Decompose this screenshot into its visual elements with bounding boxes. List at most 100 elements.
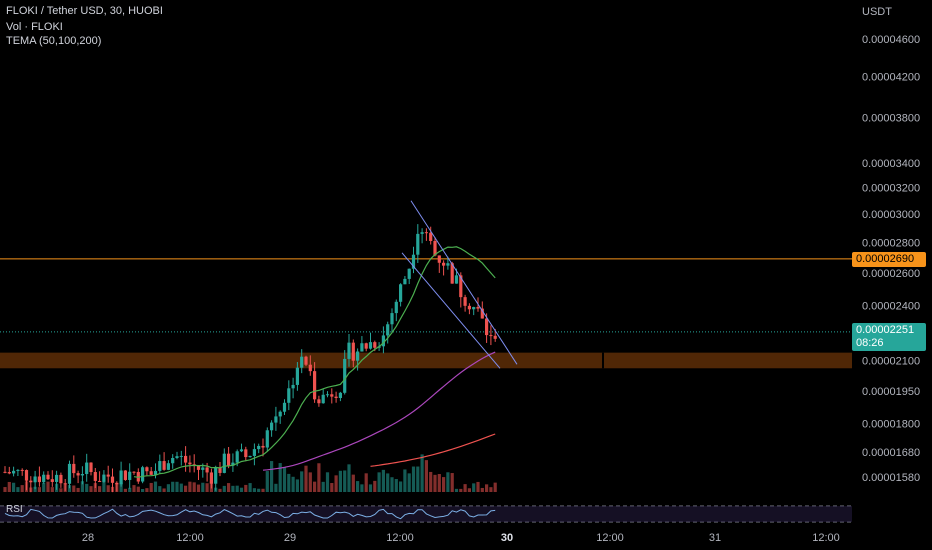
candle-body [480,308,484,319]
volume-bar [463,484,467,492]
price-axis-tick: 0.00004600 [862,34,920,46]
volume-bar [188,481,192,492]
candle-body [321,394,325,404]
volume-bar [270,461,274,492]
candle-body [171,457,175,464]
candle-body [3,471,7,473]
time-axis-tick: 29 [284,532,296,544]
volume-bar [360,484,364,492]
time-axis-tick: 12:00 [812,532,840,544]
candle-body [55,474,59,482]
volume-bar [304,465,308,492]
candle-body [317,399,321,404]
candle-body [257,445,261,450]
volume-bar [227,483,231,492]
volume-bar [446,472,450,492]
volume-bar [394,479,398,492]
volume-bar [489,487,493,492]
candle-body [16,469,20,471]
volume-bar [55,483,59,492]
volume-bar [291,476,295,492]
candle-body [489,335,493,337]
volume-bar [411,466,416,492]
price-axis-currency: USDT [862,6,892,18]
candle-body [244,449,248,458]
candle-body [330,394,334,397]
volume-bar [67,485,72,492]
candle-body [153,470,158,475]
candle-body [7,472,11,474]
alert-price-label[interactable]: 0.00002690 [852,252,926,267]
volume-bar [50,487,54,492]
volume-bar [166,484,170,492]
candle-body [102,474,106,482]
volume-bar [476,481,480,492]
channel-upper-line [410,200,518,365]
volume-bar [3,487,7,492]
volume-bar [42,482,46,492]
volume-bar [493,482,497,492]
candle-body [274,416,278,423]
volume-bar [300,471,304,492]
candle-body [429,232,433,241]
volume-bar [381,469,385,492]
volume-bar [63,483,67,492]
candle-body [442,262,446,266]
candle-body [67,463,72,484]
candle-body [338,392,342,398]
volume-bar [244,484,248,492]
volume-bar [85,483,89,492]
volume-bar [158,486,162,492]
volume-bar [235,485,239,492]
candle-body [381,335,385,347]
candle-body [128,471,132,480]
price-axis-tick: 0.00003800 [862,112,920,124]
volume-bar [373,480,377,492]
candle-body [390,313,394,325]
candle-body [46,474,50,480]
volume-bar [145,488,149,492]
volume-bar [93,483,97,492]
candle-body [42,474,46,483]
volume-bar [46,481,50,492]
candle-body [123,470,127,480]
candle-body [85,462,89,475]
candle-body [373,342,377,348]
candle-body [291,384,295,389]
volume-bar [424,460,428,492]
candle-body [201,467,205,470]
volume-bar [115,483,119,492]
candle-body [467,305,471,310]
candle-body [227,453,231,466]
candle-body [196,465,201,470]
candle-body [132,471,136,473]
tema-50-line [133,246,496,478]
current-price-label: 0.00002251 08:26 [852,323,926,351]
volume-bar [106,485,110,492]
volume-bar [364,473,368,492]
price-axis-tick: 0.00001950 [862,386,920,398]
volume-bar [209,481,213,492]
candle-body [356,351,360,361]
volume-bar [351,474,355,492]
price-axis-tick: 0.00001580 [862,472,920,484]
candle-body [218,467,222,473]
volume-bar [175,481,179,492]
candle-body [304,356,308,365]
candle-body [98,480,102,482]
volume-bar [136,486,140,492]
candle-body [93,472,97,481]
candle-body [403,278,407,285]
volume-bar [252,488,256,492]
candle-body [411,254,416,269]
candle-body [179,455,183,457]
volume-bar [334,475,338,492]
volume-bar [282,467,287,492]
volume-bar [123,488,127,492]
price-axis-tick: 0.00002600 [862,268,920,280]
volume-bar [433,474,437,492]
rsi-line [4,508,496,520]
candle-body [231,462,235,466]
